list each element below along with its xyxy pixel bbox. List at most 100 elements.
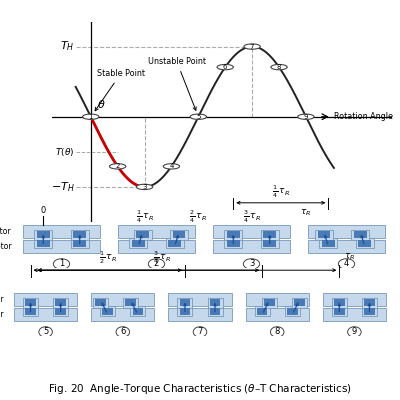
Bar (263, 232, 276, 238)
Bar (315, 230, 333, 240)
Circle shape (136, 184, 153, 190)
Bar (210, 308, 220, 314)
Text: $\frac{1}{4}\,\tau_R$: $\frac{1}{4}\,\tau_R$ (272, 184, 290, 200)
Text: $\frac{1}{2}\,\tau_R$: $\frac{1}{2}\,\tau_R$ (99, 249, 117, 266)
Bar (362, 298, 377, 308)
Bar (136, 232, 149, 238)
Bar (334, 308, 345, 314)
Bar (213, 225, 290, 238)
Text: 8: 8 (277, 64, 281, 70)
Bar (123, 298, 138, 308)
Bar (34, 238, 52, 248)
Text: Stable Point: Stable Point (95, 69, 145, 111)
Circle shape (271, 64, 287, 70)
Text: 9: 9 (352, 328, 357, 336)
Circle shape (53, 259, 70, 269)
Bar (227, 240, 240, 246)
Text: 6: 6 (223, 64, 228, 70)
Bar (14, 308, 77, 321)
Bar (224, 238, 242, 248)
Bar (323, 293, 386, 306)
Bar (132, 240, 145, 246)
Bar (210, 300, 220, 306)
Circle shape (190, 114, 206, 120)
Bar (261, 230, 279, 240)
Bar (125, 300, 136, 306)
Bar (264, 300, 275, 306)
Text: 1: 1 (88, 114, 93, 120)
Bar (55, 308, 66, 314)
Text: Fig. 20  Angle-Torque Characteristics ($\theta$–T Characteristics): Fig. 20 Angle-Torque Characteristics ($\… (48, 382, 352, 396)
Bar (323, 308, 386, 321)
Bar (91, 293, 154, 306)
Bar (118, 240, 195, 253)
Bar (178, 298, 192, 308)
Circle shape (82, 114, 99, 120)
Bar (168, 240, 181, 246)
Circle shape (110, 164, 126, 169)
Bar (308, 240, 385, 253)
Text: $\frac{3}{4}\,\tau_R$: $\frac{3}{4}\,\tau_R$ (154, 249, 171, 266)
Circle shape (148, 259, 165, 269)
Bar (362, 306, 377, 316)
Text: Rotor: Rotor (0, 310, 4, 319)
Bar (332, 298, 347, 308)
Text: 0: 0 (41, 206, 46, 215)
Bar (53, 306, 68, 316)
Bar (14, 293, 77, 306)
Bar (70, 230, 89, 240)
Bar (319, 238, 337, 248)
Text: 2: 2 (116, 163, 120, 169)
Bar (73, 232, 86, 238)
Text: 7: 7 (197, 328, 203, 336)
Bar (178, 306, 192, 316)
Bar (262, 298, 277, 308)
Bar (294, 300, 305, 306)
Text: 1: 1 (59, 260, 64, 268)
Text: $\frac{1}{4}\,\tau_R$: $\frac{1}{4}\,\tau_R$ (136, 208, 154, 224)
Circle shape (270, 327, 284, 337)
Bar (364, 300, 375, 306)
Bar (168, 293, 232, 306)
Bar (93, 298, 108, 308)
Bar (173, 232, 186, 238)
Bar (170, 230, 188, 240)
Bar (308, 225, 385, 238)
Bar (37, 240, 50, 246)
Bar (100, 306, 115, 316)
Text: $\frac{3}{4}\,\tau_R$: $\frac{3}{4}\,\tau_R$ (243, 208, 261, 224)
Bar (356, 238, 374, 248)
Bar (287, 308, 298, 314)
Circle shape (193, 327, 207, 337)
Text: 6: 6 (120, 328, 126, 336)
Bar (55, 300, 66, 306)
Bar (70, 238, 89, 248)
Bar (285, 306, 300, 316)
Text: $T(\theta)$: $T(\theta)$ (55, 146, 74, 158)
Bar (34, 230, 52, 240)
Bar (257, 308, 268, 314)
Bar (53, 298, 68, 308)
Text: 4: 4 (169, 163, 174, 169)
Bar (354, 232, 367, 238)
Bar (73, 240, 86, 246)
Bar (224, 230, 242, 240)
Text: $\tau_R$: $\tau_R$ (300, 208, 312, 218)
Text: Rotation Angle: Rotation Angle (334, 112, 393, 121)
Text: Stator: Stator (0, 227, 12, 236)
Bar (351, 230, 370, 240)
Bar (102, 308, 113, 314)
Bar (263, 240, 276, 246)
Bar (25, 300, 36, 306)
Bar (358, 240, 371, 246)
Text: $T_H$: $T_H$ (60, 40, 74, 54)
Text: 5: 5 (43, 328, 48, 336)
Circle shape (243, 259, 260, 269)
Circle shape (348, 327, 361, 337)
Bar (292, 298, 307, 308)
Text: Rotor: Rotor (0, 242, 12, 251)
Bar (213, 240, 290, 253)
Bar (227, 232, 240, 238)
Circle shape (39, 327, 52, 337)
Bar (134, 230, 152, 240)
